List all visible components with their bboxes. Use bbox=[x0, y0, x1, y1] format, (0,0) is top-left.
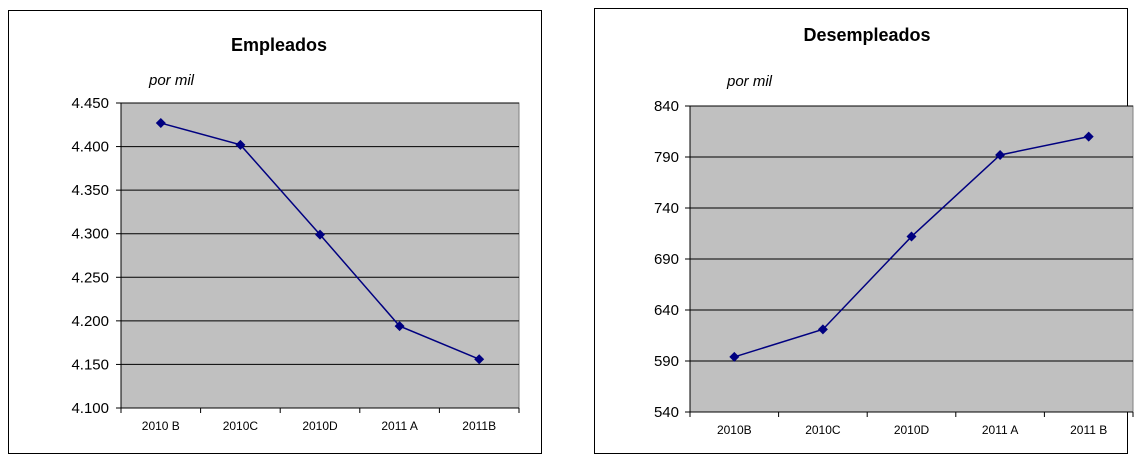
empleados-data-point bbox=[235, 139, 246, 150]
desempleados-data-point bbox=[995, 149, 1006, 160]
desempleados-y-tick-label: 640 bbox=[654, 302, 679, 319]
empleados-chart-title: Empleados bbox=[231, 35, 327, 55]
empleados-plot-area bbox=[120, 102, 520, 409]
desempleados-x-tick-label: 2011 B bbox=[1070, 423, 1107, 437]
chart-desempleados-svg: Desempleados por mil 540 590 640 690 740 790 840… bbox=[654, 25, 1134, 437]
empleados-data-point bbox=[394, 321, 405, 332]
desempleados-y-tick-label: 690 bbox=[654, 251, 679, 268]
empleados-data-point bbox=[155, 118, 166, 129]
desempleados-x-tick-label: 2011 A bbox=[982, 423, 1018, 437]
empleados-y-tick-label: 4.200 bbox=[71, 313, 109, 330]
desempleados-x-tick-label: 2010D bbox=[894, 423, 930, 437]
chart-empleados: Empleados por mil 4.100 4.150 4.200 4.250 4.30… bbox=[8, 10, 542, 454]
empleados-y-tick-label: 4.450 bbox=[71, 95, 109, 112]
desempleados-x-tick-label: 2010B bbox=[717, 423, 752, 437]
empleados-x-tick-label: 2010C bbox=[223, 419, 259, 433]
empleados-y-tick-label: 4.300 bbox=[71, 226, 109, 243]
desempleados-data-point bbox=[817, 324, 828, 335]
empleados-y-tick-label: 4.350 bbox=[71, 182, 109, 199]
desempleados-y-tick-label: 840 bbox=[654, 98, 679, 115]
empleados-x-tick-label: 2010D bbox=[302, 419, 338, 433]
empleados-unit-label: por mil bbox=[148, 72, 195, 89]
empleados-y-tick-label: 4.150 bbox=[71, 356, 109, 373]
empleados-x-tick-label: 2011B bbox=[462, 419, 496, 433]
chart-desempleados: Desempleados por mil 540 590 640 690 740 790 840… bbox=[594, 8, 1134, 454]
empleados-x-tick-label: 2011 A bbox=[381, 419, 417, 433]
desempleados-y-tick-label: 590 bbox=[654, 353, 679, 370]
desempleados-chart-title: Desempleados bbox=[803, 25, 930, 45]
desempleados-y-tick-label: 540 bbox=[654, 404, 679, 421]
empleados-data-point bbox=[315, 229, 325, 240]
desempleados-y-tick-label: 740 bbox=[654, 200, 679, 217]
empleados-y-tick-label: 4.250 bbox=[71, 269, 109, 286]
desempleados-data-point bbox=[906, 231, 917, 242]
desempleados-data-point bbox=[729, 351, 740, 362]
empleados-y-tick-label: 4.400 bbox=[71, 139, 109, 156]
desempleados-x-tick-label: 2010C bbox=[805, 423, 841, 437]
chart-empleados-svg: Empleados por mil 4.100 4.150 4.200 4.250 4.30… bbox=[71, 35, 520, 433]
desempleados-unit-label: por mil bbox=[726, 73, 773, 90]
empleados-x-tick-label: 2010 B bbox=[142, 419, 180, 433]
desempleados-y-tick-label: 790 bbox=[654, 149, 679, 166]
empleados-data-point bbox=[474, 354, 485, 365]
empleados-y-tick-label: 4.100 bbox=[71, 400, 109, 417]
desempleados-data-point bbox=[1083, 131, 1094, 142]
